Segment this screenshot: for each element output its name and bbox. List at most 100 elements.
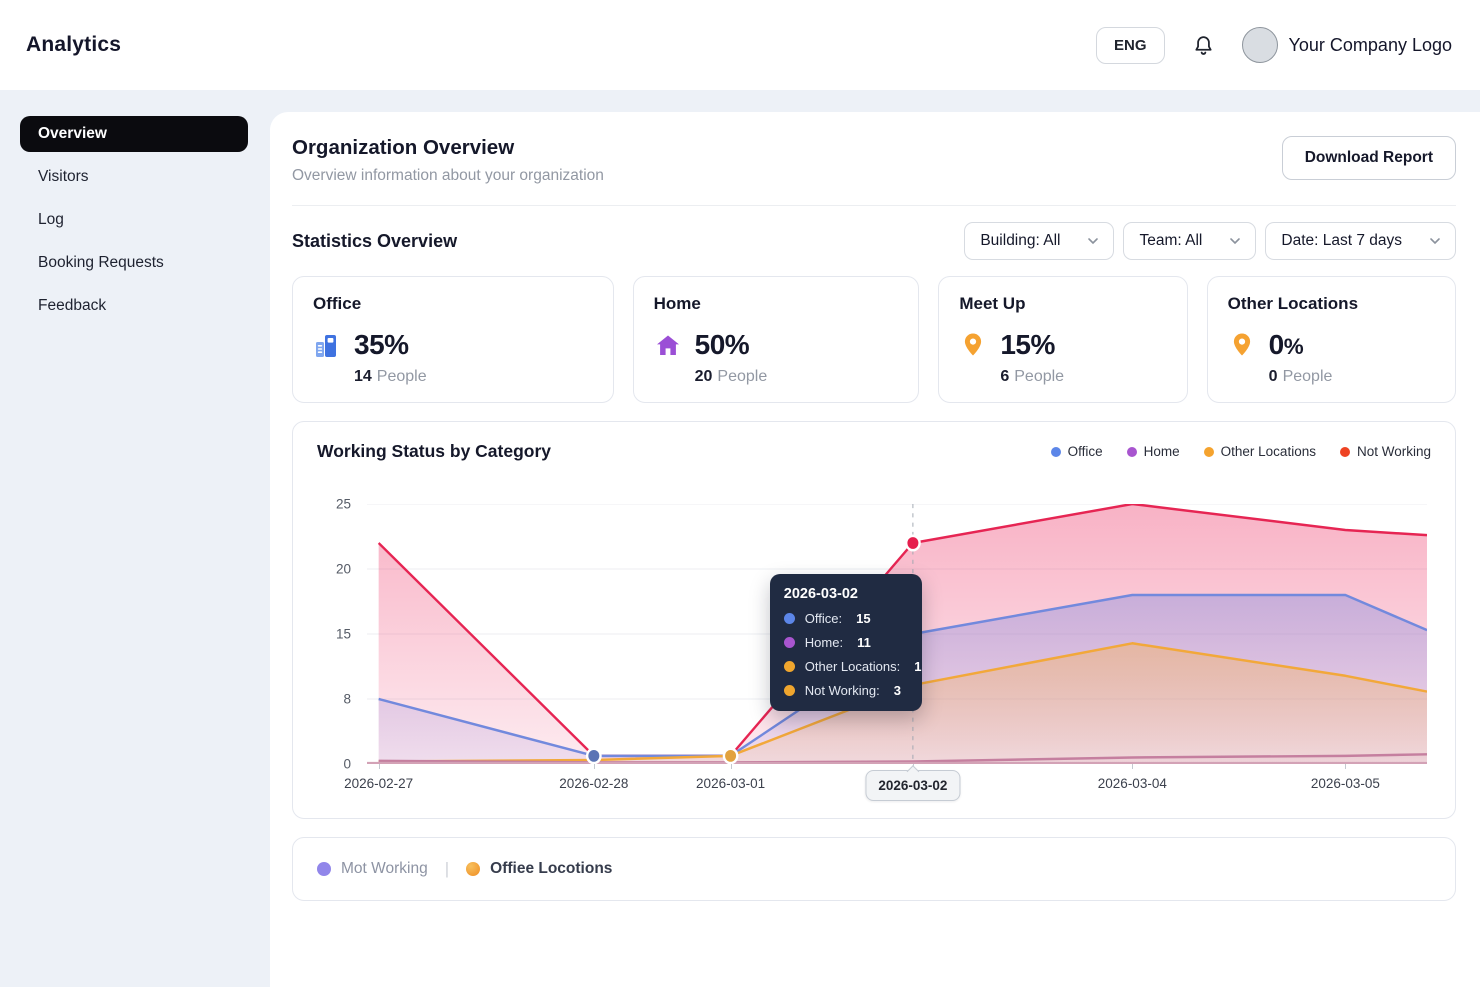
building-filter-dropdown[interactable]: Building: All (964, 222, 1115, 260)
download-report-button[interactable]: Download Report (1281, 136, 1456, 180)
header-divider (292, 205, 1456, 206)
chevron-down-icon (1086, 234, 1100, 248)
stat-card-office: Office 35% 14 People (292, 276, 614, 403)
legend-item-other-locations[interactable]: Other Locations (1203, 444, 1316, 459)
profile: Your Company Logo (1241, 27, 1452, 63)
legend-label: Offiee Locotions (490, 860, 613, 877)
stat-percent: 50 (694, 329, 726, 360)
building-filter-value: Building: All (980, 232, 1061, 249)
avatar[interactable] (1241, 27, 1278, 63)
legend-dot (1126, 446, 1137, 457)
stat-card-title: Other Locations (1227, 294, 1359, 313)
stat-card-title: Meet Up (959, 294, 1026, 313)
stat-card-meet-up: Meet Up 15% 6 People (938, 276, 1188, 403)
legend-item-office[interactable]: Office (1050, 444, 1103, 459)
x-tick-label: 2026-02-28 (559, 776, 629, 791)
location-pin-icon (1228, 331, 1256, 359)
chevron-down-icon (1428, 234, 1442, 248)
tooltip-value: 15 (856, 611, 871, 626)
chart-tooltip: 2026-03-02 Office: 15 Home: 11 (769, 574, 922, 711)
x-tick-label: 2026-02-27 (344, 776, 414, 791)
footer-legend: Mot Working | Offiee Locotions (292, 837, 1456, 901)
date-filter-dropdown[interactable]: Date: Last 7 days (1265, 222, 1456, 260)
x-tick-label: 2026-03-04 (1097, 776, 1167, 791)
legend-label: Home (1143, 444, 1180, 459)
tooltip-row: Not Working: 3 (783, 683, 908, 698)
notifications-bell-icon[interactable] (1191, 33, 1216, 58)
tooltip-row: Office: 15 (783, 611, 908, 626)
x-tick-label: 2026-03-01 (696, 776, 766, 791)
legend-label: Other Locations (1220, 444, 1316, 459)
legend-label: Not Working (1356, 444, 1431, 459)
legend-dot (1050, 446, 1061, 457)
tooltip-label: Office: (804, 611, 843, 626)
legend-item-home[interactable]: Home (1126, 444, 1180, 459)
footer-legend-item-office-locations[interactable]: Offiee Locotions (466, 860, 612, 878)
stat-count: 0 (1268, 368, 1278, 385)
stat-card-other-locations: Other Locations 0% 0 People (1206, 276, 1456, 403)
office-building-icon (313, 331, 341, 359)
percent-sign: % (1283, 334, 1304, 359)
percent-sign: % (384, 329, 409, 360)
stat-card-home: Home 50% 20 People (632, 276, 920, 403)
tooltip-value: 1 (914, 659, 922, 674)
home-icon (654, 331, 682, 359)
legend-separator: | (444, 859, 450, 878)
stat-card-title: Home (653, 294, 701, 313)
legend-dot (317, 862, 331, 876)
footer-legend-item-not-working[interactable]: Mot Working (317, 860, 428, 878)
sidebar-item-visitors[interactable]: Visitors (38, 168, 89, 185)
x-tick-mark (1132, 764, 1134, 769)
language-button[interactable]: ENG (1096, 26, 1165, 64)
tooltip-row: Other Locations: 1 (783, 659, 921, 674)
app-title: Analytics (26, 33, 122, 56)
page-subtitle: Overview information about your organiza… (292, 167, 604, 184)
x-tick-mark (593, 764, 595, 769)
stat-count: 14 (354, 368, 372, 385)
tooltip-value: 3 (893, 683, 901, 698)
topbar: Analytics ENG Your Company Logo (0, 0, 1480, 90)
legend-label: Office (1067, 444, 1103, 459)
legend-item-not-working[interactable]: Not Working (1339, 444, 1431, 459)
team-filter-value: Team: All (1139, 232, 1203, 249)
team-filter-dropdown[interactable]: Team: All (1123, 222, 1257, 260)
page-title: Organization Overview (292, 136, 515, 159)
stat-percent: 0 (1268, 329, 1285, 360)
x-label-selected[interactable]: 2026-03-02 (865, 770, 961, 801)
tooltip-dot (783, 685, 795, 696)
y-axis-labels: 25 20 15 8 0 (325, 497, 359, 772)
sidebar-item-log[interactable]: Log (38, 211, 64, 228)
chevron-down-icon (1228, 234, 1242, 248)
tooltip-dot (783, 613, 795, 624)
y-tick-label: 20 (335, 561, 351, 577)
stat-count: 6 (1000, 368, 1010, 385)
x-axis-labels: 2026-02-27 2026-02-28 2026-03-01 2026-03-02… (344, 764, 1427, 804)
tooltip-row: Home: 11 (783, 635, 908, 650)
stat-count: 20 (694, 368, 713, 385)
chart-plot[interactable]: 2026-03-02 Office: 15 Home: 11 (367, 504, 1427, 764)
tooltip-value: 11 (857, 635, 871, 650)
chart-legend: Office Home Other Locations Not Working (1050, 444, 1431, 459)
tooltip-label: Home: (804, 635, 844, 650)
company-name: Your Company Logo (1288, 34, 1452, 55)
stat-card-title: Office (313, 294, 362, 313)
sidebar-item-feedback[interactable]: Feedback (38, 297, 107, 314)
stat-unit: People (1282, 368, 1333, 385)
percent-sign: % (1030, 329, 1056, 360)
y-tick-label: 8 (343, 691, 351, 707)
x-tick-mark (1345, 764, 1347, 769)
location-pin-icon (959, 331, 987, 359)
statistics-heading: Statistics Overview (292, 230, 458, 251)
sidebar-item-overview[interactable]: Overview (20, 116, 248, 152)
x-tick-mark (730, 764, 732, 769)
legend-dot (1339, 446, 1350, 457)
tooltip-label: Other Locations: (804, 659, 901, 674)
stat-unit: People (717, 368, 768, 385)
main-panel: Organization Overview Overview informati… (270, 112, 1480, 987)
sidebar: Overview Visitors Log Booking Requests F… (0, 90, 270, 987)
stat-unit: People (376, 368, 427, 385)
tooltip-dot (783, 637, 795, 648)
stat-percent: 35 (354, 329, 385, 360)
legend-dot (1203, 446, 1214, 457)
sidebar-item-booking-requests[interactable]: Booking Requests (38, 254, 164, 271)
